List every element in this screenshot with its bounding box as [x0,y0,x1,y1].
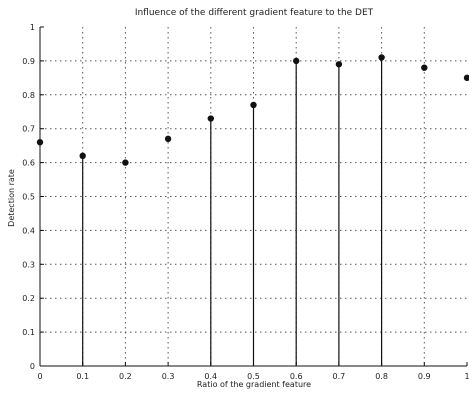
x-tick-label: 0.5 [247,372,260,381]
x-axis-label: Ratio of the gradient feature [197,380,311,389]
y-tick-label: 1 [30,23,35,32]
data-point [421,64,428,71]
x-tick-label: 0.8 [375,372,388,381]
data-points [36,54,469,166]
y-tick-label: 0.5 [22,193,35,202]
y-ticks: 0 0.1 0.2 0.3 0.4 0.5 0.6 0.7 0.8 0.9 1 [22,23,44,371]
data-point [36,139,44,146]
data-point [122,159,129,166]
x-tick-label: 0.6 [290,372,303,381]
x-tick-label: 0 [37,372,42,381]
data-point [79,152,86,160]
y-tick-label: 0.8 [22,91,35,100]
x-tick-label: 0.3 [162,372,175,381]
x-tick-label: 0.4 [204,372,217,381]
x-tick-label: 1 [464,372,469,381]
x-tick-label: 0.1 [76,372,89,381]
data-point [378,54,385,61]
data-point [250,101,257,109]
x-tick-label: 0.9 [418,372,431,381]
y-tick-label: 0.1 [22,328,35,337]
x-tick-label: 0.2 [119,372,132,381]
data-point [164,135,172,143]
y-tick-label: 0 [30,362,35,371]
stem-lines [82,57,383,366]
data-point [463,74,469,82]
chart-title: Influence of the different gradient feat… [135,8,374,18]
y-tick-label: 0.6 [22,159,35,168]
y-tick-label: 0.7 [22,125,35,134]
y-axis-label: Detection rate [7,169,16,227]
x-tick-label: 0.7 [333,372,346,381]
data-point [335,61,343,68]
y-tick-label: 0.9 [22,57,35,66]
y-tick-label: 0.4 [22,226,35,235]
x-ticks: 0 0.1 0.2 0.3 0.4 0.5 0.6 0.7 0.8 0.9 1 [37,362,469,381]
data-point [207,115,214,122]
data-point [293,57,300,65]
y-tick-label: 0.2 [22,294,35,303]
y-tick-label: 0.3 [22,260,35,269]
